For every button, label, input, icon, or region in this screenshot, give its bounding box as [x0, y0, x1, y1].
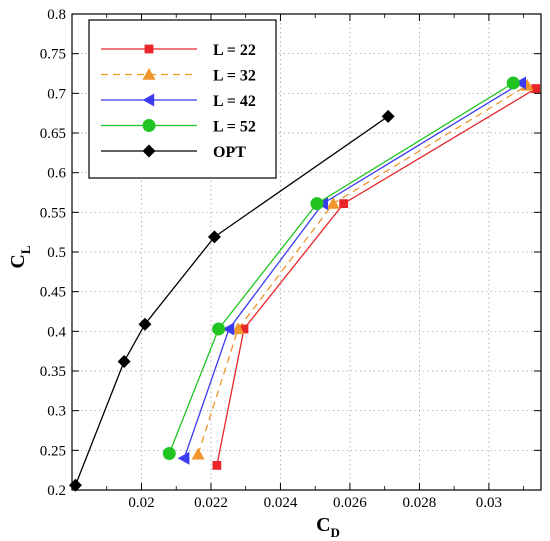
x-axis-title-main: C [316, 514, 330, 536]
x-tick-label: 0.03 [476, 495, 502, 511]
legend-box [88, 19, 277, 179]
data-point-marker [117, 354, 131, 368]
x-tick-label: 0.028 [403, 495, 437, 511]
legend-swatch-marker [142, 93, 155, 107]
legend-swatch-marker [142, 119, 156, 132]
legend-label: L = 42 [213, 93, 256, 110]
data-point-marker [222, 322, 235, 336]
x-tick-label: 0.02 [128, 495, 154, 511]
x-tick-label: 0.026 [333, 495, 367, 511]
data-point-marker [310, 197, 324, 211]
data-point-marker [191, 447, 205, 460]
y-tick-label: 0.35 [40, 364, 66, 380]
legend-swatch-marker [142, 68, 156, 80]
y-tick-label: 0.5 [47, 245, 66, 261]
y-tick-label: 0.6 [47, 166, 66, 182]
x-axis-title-sub: D [331, 525, 340, 540]
legend-label: L = 32 [213, 68, 256, 85]
data-point-marker [177, 451, 190, 465]
legend-swatch-marker [144, 44, 154, 54]
y-tick-label: 0.55 [40, 205, 66, 221]
y-tick-label: 0.45 [40, 285, 66, 301]
y-tick-label: 0.8 [47, 7, 66, 23]
series-line [216, 88, 537, 466]
data-point-marker [339, 199, 349, 209]
data-point-marker [381, 109, 395, 123]
series-line [168, 82, 514, 454]
legend-swatch-marker [142, 144, 156, 158]
y-axis-title-sub: L [18, 245, 33, 254]
data-point-marker [162, 447, 176, 461]
data-point-marker [531, 84, 541, 93]
y-tick-label: 0.65 [40, 126, 66, 142]
y-tick-label: 0.7 [47, 86, 66, 102]
data-point-marker [506, 76, 520, 90]
x-axis-title: CD [316, 514, 340, 540]
legend-label: OPT [213, 144, 246, 161]
y-tick-label: 0.4 [47, 324, 66, 340]
y-tick-label: 0.75 [40, 47, 66, 63]
y-tick-label: 0.2 [47, 483, 66, 499]
data-point-marker [239, 324, 249, 334]
y-axis-title: CL [7, 245, 33, 268]
data-point-marker [326, 197, 340, 209]
data-point-marker [514, 76, 527, 90]
data-point-marker [138, 317, 152, 331]
series-layer [68, 76, 541, 492]
legend-label: L = 22 [213, 42, 256, 59]
legend: L = 22 L = 32 L = 42 L = 52 OPT [88, 19, 277, 179]
series-l-52 [162, 76, 520, 461]
y-axis-title-main: C [7, 254, 29, 268]
series-line [183, 82, 522, 459]
legend-label: L = 52 [213, 119, 256, 136]
series-l-22 [212, 84, 541, 470]
y-axis-ticks: 0.2 0.25 0.3 0.35 0.4 0.45 0.5 0.55 0.6 0.65 0.7 0.… [40, 7, 541, 499]
x-tick-label: 0.022 [194, 495, 228, 511]
data-point-marker [212, 322, 226, 336]
x-axis-ticks: 0.02 0.022 0.024 0.026 0.028 0.03 [106, 14, 525, 511]
data-point-marker [207, 230, 221, 244]
series-line [197, 84, 528, 455]
data-point-marker [231, 322, 245, 335]
series-opt [68, 109, 395, 492]
x-tick-label: 0.024 [264, 495, 298, 511]
y-tick-label: 0.25 [40, 443, 66, 459]
data-point-marker [212, 461, 222, 470]
y-tick-label: 0.3 [47, 404, 66, 420]
